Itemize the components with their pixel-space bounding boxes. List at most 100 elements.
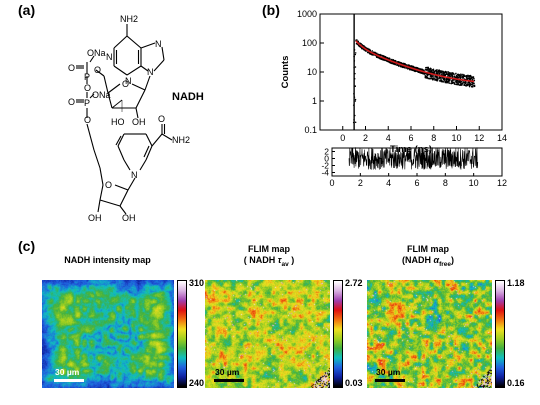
decay-data-point (354, 98, 357, 101)
atom-oh1: OH (132, 117, 146, 127)
decay-data-point (471, 83, 473, 86)
decay-data-point (433, 70, 435, 72)
decay-data-point (417, 71, 419, 73)
decay-data-point (462, 73, 464, 76)
atom-nh2-amide: NH2 (172, 135, 190, 145)
decay-data-point (463, 83, 466, 86)
atom-p2: P (84, 98, 90, 108)
atom-ho1: HO (111, 117, 125, 127)
decay-data-point (440, 80, 442, 82)
decay-x-tick-label: 14 (497, 133, 507, 143)
intensity-scale-bar (54, 379, 84, 382)
decay-data-point (452, 79, 454, 82)
residuals-x-tick-label: 10 (469, 178, 479, 188)
intensity-colorbar-min: 240 (189, 378, 205, 388)
decay-data-point (355, 42, 358, 45)
decay-data-point (434, 75, 436, 77)
decay-data-point (455, 83, 457, 86)
decay-data-point (410, 65, 412, 67)
decay-data-point (357, 44, 360, 47)
decay-data-point (414, 70, 417, 73)
atom-o-bridge: O (84, 83, 91, 93)
decay-data-point (456, 80, 458, 82)
decay-data-point (382, 58, 384, 61)
decay-data-point (471, 78, 474, 81)
atom-n3: N (125, 76, 132, 86)
decay-data-point (467, 83, 469, 85)
decay-data-point (434, 78, 437, 81)
panel-label-c: (c) (18, 238, 36, 254)
tau-colorbar (333, 280, 343, 388)
atom-ring-o1: O (122, 79, 129, 89)
decay-data-point (473, 77, 475, 80)
decay-data-point (455, 74, 458, 77)
flim-tau-map (205, 280, 330, 388)
decay-data-point (428, 77, 431, 80)
tau-map-title-line2: ( NADH τav ) (243, 255, 295, 268)
decay-data-point (444, 78, 446, 80)
decay-data-point (368, 48, 370, 51)
decay-data-point (440, 71, 442, 73)
intensity-colorbar-max: 310 (189, 278, 205, 288)
decay-data-point (460, 74, 463, 76)
decay-data-point (460, 73, 462, 75)
decay-data-point (384, 59, 386, 61)
alpha-colorbar (495, 280, 505, 388)
decay-data-point (457, 73, 460, 76)
residuals-y-tick-label: 0 (324, 154, 329, 164)
decay-x-tick-label: 12 (474, 133, 484, 143)
decay-data-point (402, 62, 405, 65)
decay-data-point (449, 82, 451, 84)
decay-data-point (392, 63, 395, 65)
decay-data-point (441, 72, 443, 75)
residuals-y-tick-label: -2 (321, 161, 329, 171)
alpha-scale-bar-label: 30 µm (376, 367, 401, 377)
decay-data-point (436, 80, 439, 82)
decay-data-point (354, 121, 357, 123)
decay-data-point (366, 51, 369, 54)
decay-x-tick-label: 0 (340, 133, 345, 143)
decay-data-point (425, 68, 427, 71)
decay-data-point (456, 82, 458, 84)
decay-data-point (444, 80, 446, 82)
atom-o-term: O (68, 63, 75, 73)
decay-data-point (454, 73, 456, 75)
decay-data-point (420, 72, 422, 74)
decay-data-point (371, 50, 373, 52)
decay-data-point (468, 75, 471, 77)
decay-x-tick-label: 4 (386, 133, 391, 143)
decay-data-point (376, 56, 378, 58)
decay-data-point (442, 73, 445, 75)
decay-data-point (396, 64, 398, 66)
residuals-x-tick-label: 6 (414, 178, 419, 188)
decay-data-point (445, 72, 448, 74)
decay-data-point (468, 76, 470, 79)
decay-y-tick-label: 1000 (297, 9, 317, 19)
decay-data-point (429, 74, 432, 76)
decay-data-point (429, 68, 431, 71)
decay-data-point (446, 73, 449, 75)
decay-data-point (472, 76, 475, 78)
decay-data-point (437, 78, 439, 80)
decay-data-point (446, 78, 448, 81)
decay-data-point (354, 52, 357, 54)
decay-x-tick-label: 10 (451, 133, 461, 143)
decay-data-point (382, 55, 385, 58)
decay-data-point (354, 66, 357, 68)
intensity-map-title: NADH intensity map (64, 255, 151, 265)
residuals-y-tick-label: -4 (321, 168, 329, 178)
atom-n1: N (106, 52, 113, 62)
decay-data-point (436, 69, 438, 71)
decay-y-tick-label: 0.1 (304, 125, 317, 135)
decay-data-point (471, 86, 473, 88)
decay-data-point (417, 67, 420, 70)
decay-data-point (465, 83, 467, 85)
decay-data-point (438, 72, 441, 75)
panel-label-a: (a) (18, 2, 36, 18)
decay-data-point (400, 65, 402, 68)
decay-data-point (386, 60, 389, 63)
decay-data-point (462, 81, 465, 83)
atom-ona-1: ONa (87, 48, 106, 58)
decay-data-point (450, 75, 452, 77)
